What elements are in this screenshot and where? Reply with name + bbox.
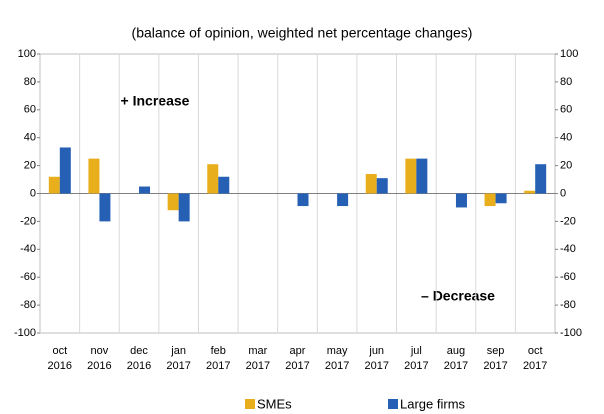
annotation: + Increase [121, 93, 190, 109]
y-tick-label: 0 [30, 187, 36, 199]
y2-tick-label: 20 [560, 160, 572, 172]
y2-tick-label: -100 [560, 327, 582, 339]
y2-tick-label: -80 [560, 299, 576, 311]
y2-tick-label: 60 [560, 104, 572, 116]
bar [455, 193, 467, 208]
annotation: – Decrease [421, 288, 495, 304]
legend-label: SMEs [257, 396, 292, 411]
y2-tick-label: 40 [560, 132, 572, 144]
bar [416, 158, 428, 194]
y-tick-label: -60 [20, 271, 36, 283]
y2-tick-label: -20 [560, 215, 576, 227]
y2-tick-label: -40 [560, 243, 576, 255]
legend-swatch [388, 399, 398, 409]
x-tick-label: mar 2017 [245, 345, 271, 372]
bar [207, 164, 219, 194]
y2-tick-label: 80 [560, 76, 572, 88]
bar [535, 164, 547, 194]
x-tick-label: nov 2016 [87, 345, 112, 372]
bar [365, 173, 377, 194]
x-tick-label: dec 2016 [126, 345, 152, 372]
bar [48, 176, 60, 194]
y-tick-label: -40 [20, 243, 36, 255]
bar [337, 193, 349, 207]
bar [59, 147, 71, 194]
bar [297, 193, 309, 207]
bar [139, 186, 151, 194]
bar [218, 176, 230, 194]
bar [99, 193, 111, 222]
legend-swatch [245, 399, 255, 409]
y-tick-label: -20 [20, 215, 36, 227]
x-tick-label: may 2017 [324, 345, 350, 372]
x-tick-label: jun 2017 [364, 345, 389, 372]
x-tick-label: jan 2017 [166, 345, 191, 372]
bar [405, 158, 417, 194]
y-tick-label: -80 [20, 299, 36, 311]
y2-tick-label: 100 [560, 48, 578, 60]
bar [484, 193, 496, 207]
bar [495, 193, 507, 204]
x-tick-label: apr 2017 [285, 345, 310, 372]
bar [167, 193, 179, 211]
bar [376, 178, 388, 194]
bar [524, 190, 536, 194]
x-tick-label: sep 2017 [483, 345, 508, 372]
y-tick-label: 20 [24, 160, 36, 172]
x-tick-label: jul 2017 [404, 345, 429, 372]
bar [178, 193, 190, 222]
y-tick-label: 80 [24, 76, 36, 88]
y2-tick-label: 0 [560, 187, 566, 199]
y-tick-label: -100 [14, 327, 36, 339]
x-tick-label: aug 2017 [443, 345, 469, 372]
chart-title: (balance of opinion, weighted net percen… [132, 25, 473, 41]
x-tick-label: feb 2017 [206, 345, 231, 372]
y2-tick-label: -60 [560, 271, 576, 283]
y-tick-label: 40 [24, 132, 36, 144]
x-tick-label: oct 2017 [522, 345, 548, 372]
y-tick-label: 60 [24, 104, 36, 116]
x-tick-label: oct 2016 [47, 345, 73, 372]
y-tick-label: 100 [18, 48, 36, 60]
legend-label: Large firms [400, 396, 466, 411]
bar [88, 158, 100, 194]
